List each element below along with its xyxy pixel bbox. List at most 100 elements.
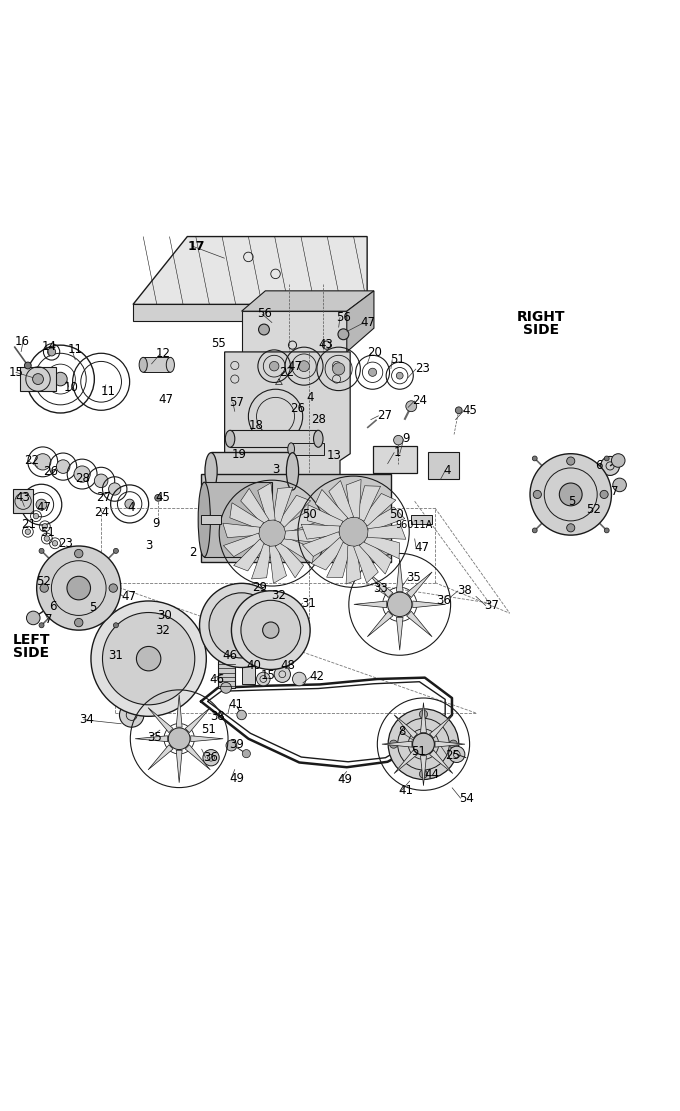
Text: 4: 4 <box>306 391 313 404</box>
Polygon shape <box>258 483 275 520</box>
Text: 47: 47 <box>122 590 137 602</box>
Bar <box>373 447 417 473</box>
Circle shape <box>75 619 83 627</box>
Text: 24: 24 <box>413 394 428 408</box>
Polygon shape <box>382 741 412 747</box>
Circle shape <box>114 549 118 553</box>
Text: 41: 41 <box>228 699 243 711</box>
Text: 46: 46 <box>209 672 224 685</box>
Text: 45: 45 <box>156 491 170 504</box>
Text: 35: 35 <box>148 731 162 744</box>
Text: 36: 36 <box>436 594 451 608</box>
Polygon shape <box>354 544 378 583</box>
Text: 49: 49 <box>337 773 352 785</box>
Text: 43: 43 <box>16 491 31 504</box>
Circle shape <box>388 709 459 780</box>
Text: RIGHT: RIGHT <box>516 310 565 323</box>
Text: 23: 23 <box>58 537 73 550</box>
Text: 56: 56 <box>337 311 352 323</box>
Circle shape <box>226 740 237 751</box>
Circle shape <box>339 517 369 547</box>
Text: 39: 39 <box>228 738 243 751</box>
Circle shape <box>33 373 44 384</box>
Polygon shape <box>273 488 293 522</box>
Polygon shape <box>284 529 322 543</box>
Polygon shape <box>135 735 167 742</box>
Polygon shape <box>191 735 223 742</box>
Polygon shape <box>420 755 426 785</box>
Circle shape <box>338 329 349 340</box>
Text: 22: 22 <box>279 366 294 379</box>
Polygon shape <box>364 534 400 559</box>
Text: 7: 7 <box>611 484 619 498</box>
Circle shape <box>390 740 398 748</box>
Circle shape <box>396 372 403 379</box>
Circle shape <box>449 740 458 748</box>
Polygon shape <box>366 507 405 532</box>
Text: 18: 18 <box>249 419 264 432</box>
Circle shape <box>44 595 64 615</box>
Polygon shape <box>407 572 432 598</box>
Text: 36: 36 <box>203 751 218 764</box>
Polygon shape <box>20 367 56 391</box>
Polygon shape <box>275 542 303 578</box>
Text: 52: 52 <box>36 574 51 588</box>
Text: 24: 24 <box>95 507 109 519</box>
Ellipse shape <box>198 482 210 557</box>
Polygon shape <box>435 741 465 747</box>
Polygon shape <box>252 543 271 579</box>
Polygon shape <box>230 503 264 529</box>
Circle shape <box>333 363 345 376</box>
Polygon shape <box>316 490 348 523</box>
Circle shape <box>600 490 608 499</box>
Text: 5: 5 <box>89 601 97 614</box>
Text: 38: 38 <box>209 710 224 723</box>
Text: 47: 47 <box>360 317 375 329</box>
Text: 31: 31 <box>108 650 123 662</box>
Bar <box>411 516 432 523</box>
Circle shape <box>211 527 221 536</box>
Bar <box>428 452 459 479</box>
Polygon shape <box>367 611 393 637</box>
Circle shape <box>258 324 269 334</box>
Polygon shape <box>346 480 361 518</box>
Text: 40: 40 <box>246 659 261 672</box>
Ellipse shape <box>139 358 148 372</box>
Text: 43: 43 <box>318 338 333 351</box>
Text: LEFT: LEFT <box>13 632 50 647</box>
Text: 27: 27 <box>96 491 111 504</box>
Circle shape <box>39 623 44 628</box>
Text: 44: 44 <box>425 768 440 781</box>
Circle shape <box>155 494 162 501</box>
Polygon shape <box>396 559 403 591</box>
Bar <box>211 452 292 490</box>
Circle shape <box>256 672 270 685</box>
Polygon shape <box>420 702 426 732</box>
Text: 9: 9 <box>152 517 160 530</box>
Polygon shape <box>307 504 343 529</box>
Polygon shape <box>269 546 286 583</box>
Polygon shape <box>185 744 210 770</box>
Text: 31: 31 <box>301 597 316 610</box>
Circle shape <box>600 457 619 476</box>
Text: SIDE: SIDE <box>13 647 49 660</box>
Polygon shape <box>303 532 341 557</box>
Circle shape <box>27 611 40 624</box>
Text: 9: 9 <box>403 432 410 446</box>
Circle shape <box>42 523 48 529</box>
Polygon shape <box>176 750 182 782</box>
Polygon shape <box>396 618 403 650</box>
Text: 7: 7 <box>45 613 52 627</box>
Text: 20: 20 <box>367 347 382 359</box>
Bar <box>204 482 272 557</box>
Text: 41: 41 <box>398 784 413 798</box>
Text: 47: 47 <box>287 360 302 373</box>
Circle shape <box>532 528 537 533</box>
Circle shape <box>24 362 31 369</box>
Circle shape <box>605 456 609 461</box>
Text: 15: 15 <box>9 366 24 379</box>
Text: 14: 14 <box>41 340 56 353</box>
Text: 29: 29 <box>252 581 267 594</box>
Text: 34: 34 <box>80 713 95 727</box>
Text: 28: 28 <box>311 413 326 427</box>
